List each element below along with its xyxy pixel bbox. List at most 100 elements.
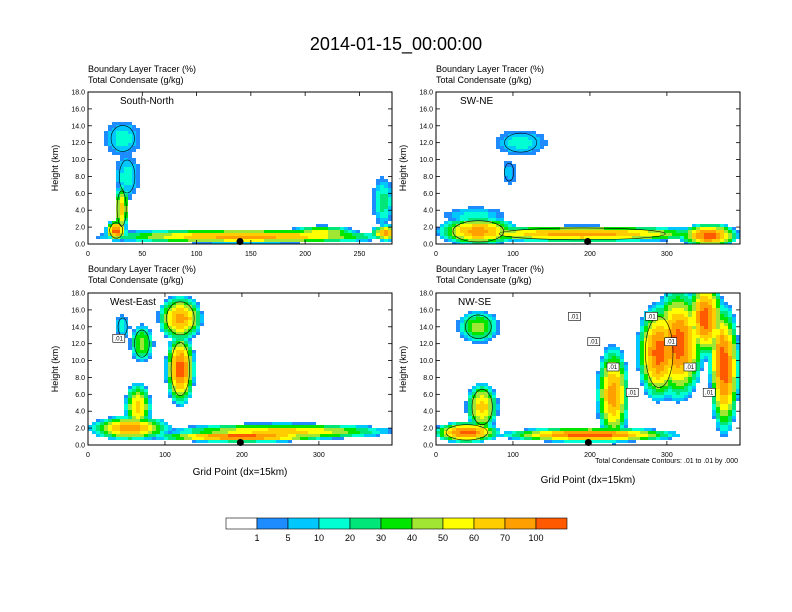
field-cell <box>148 332 152 335</box>
field-cell <box>672 398 676 401</box>
field-cell <box>656 350 660 353</box>
field-cell <box>704 350 708 353</box>
field-cell <box>252 242 256 244</box>
panel-nw-se: Boundary Layer Tracer (%) Total Condensa… <box>398 264 741 486</box>
field-cell <box>664 293 668 296</box>
field-cell <box>156 431 160 434</box>
field-cell <box>488 419 492 422</box>
field-cell <box>188 350 192 353</box>
field-cell <box>608 380 612 383</box>
field-cell <box>640 383 644 386</box>
field-cell <box>132 188 136 191</box>
field-cell <box>180 323 184 326</box>
field-cell <box>352 431 356 434</box>
field-cell <box>664 368 668 371</box>
field-cell <box>136 173 140 176</box>
field-cell <box>692 296 696 299</box>
field-cell <box>328 227 332 230</box>
field-cell <box>544 236 548 239</box>
field-cell <box>540 239 544 242</box>
field-cell <box>468 326 472 329</box>
field-cell <box>272 428 276 431</box>
field-cell <box>696 356 700 359</box>
field-cell <box>188 356 192 359</box>
field-cell <box>192 437 196 440</box>
field-cell <box>472 239 476 242</box>
field-cell <box>124 317 128 320</box>
field-cell <box>620 371 624 374</box>
field-cell <box>480 329 484 332</box>
field-cell <box>496 221 500 224</box>
field-cell <box>124 431 128 434</box>
field-cell <box>200 425 204 428</box>
field-cell <box>644 335 648 338</box>
field-cell <box>108 149 112 152</box>
field-cell <box>304 233 308 236</box>
field-cell <box>636 365 640 368</box>
field-cell <box>732 320 736 323</box>
field-cell <box>140 431 144 434</box>
field-cell <box>720 356 724 359</box>
field-cell <box>508 176 512 179</box>
contour-label-box <box>587 337 601 346</box>
field-cell <box>192 428 196 431</box>
field-cell <box>532 431 536 434</box>
field-cell <box>612 404 616 407</box>
field-cell <box>200 242 204 244</box>
field-cell <box>600 230 604 233</box>
field-cell <box>492 428 496 431</box>
field-cell <box>240 233 244 236</box>
field-cell <box>196 428 200 431</box>
field-cell <box>180 230 184 233</box>
field-cell <box>176 377 180 380</box>
field-cell <box>220 440 224 443</box>
field-cell <box>160 230 164 233</box>
field-cell <box>692 356 696 359</box>
field-cell <box>124 236 128 239</box>
field-cell <box>600 380 604 383</box>
field-cell <box>692 323 696 326</box>
field-cell <box>504 146 508 149</box>
field-cell <box>180 326 184 329</box>
field-cell <box>460 218 464 221</box>
field-cell <box>136 398 140 401</box>
field-cell <box>672 431 676 434</box>
field-cell <box>488 323 492 326</box>
field-cell <box>108 431 112 434</box>
field-cell <box>164 362 168 365</box>
field-cell <box>128 173 132 176</box>
field-cell <box>160 431 164 434</box>
field-cell <box>676 293 680 296</box>
field-cell <box>108 134 112 137</box>
field-cell <box>444 236 448 239</box>
field-cell <box>732 335 736 338</box>
field-cell <box>220 239 224 242</box>
field-cell <box>720 296 724 299</box>
field-cell <box>328 236 332 239</box>
field-cell <box>532 152 536 155</box>
field-cell <box>480 434 484 437</box>
field-cell <box>184 368 188 371</box>
field-cell <box>724 416 728 419</box>
y-tick-label: 6.0 <box>423 392 433 399</box>
field-cell <box>288 434 292 437</box>
field-cell <box>160 233 164 236</box>
field-cell <box>664 383 668 386</box>
field-cell <box>660 236 664 239</box>
field-cell <box>104 143 108 146</box>
field-cell <box>700 224 704 227</box>
field-cell <box>680 353 684 356</box>
field-cell <box>140 329 144 332</box>
field-cell <box>736 350 740 353</box>
field-cell <box>260 437 264 440</box>
field-cell <box>308 239 312 242</box>
field-cell <box>232 242 236 244</box>
field-cell <box>464 332 468 335</box>
field-cell <box>708 239 712 242</box>
field-cell <box>728 365 732 368</box>
field-cell <box>728 389 732 392</box>
field-cell <box>696 311 700 314</box>
field-cell <box>636 341 640 344</box>
field-cell <box>676 326 680 329</box>
y-tick-label: 14.0 <box>419 324 433 331</box>
